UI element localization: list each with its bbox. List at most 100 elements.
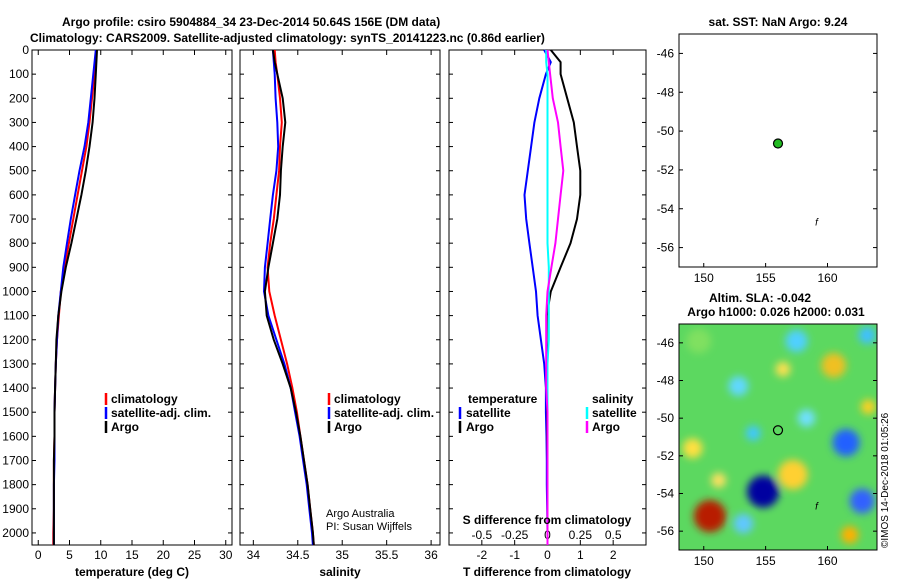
imos-watermark: ©IMOS 14-Dec-2018 01:05:26 (880, 412, 891, 548)
sla-anomaly-blob (821, 353, 847, 378)
sla-anomaly-blobs (682, 326, 876, 544)
sla-anomaly-blob (711, 472, 727, 488)
lat-tick-label: -52 (657, 163, 675, 177)
salinity-xlabel: salinity (319, 565, 361, 579)
sla-anomaly-blob (860, 399, 876, 415)
sla-anomaly-blob (728, 376, 749, 397)
salinity-axes-frame (239, 49, 441, 546)
s-difference-tick-label: 0.5 (605, 528, 622, 542)
salinity-lines (263, 49, 315, 546)
sla-anomaly-blob (747, 475, 780, 508)
s-difference-tick-label: -0.5 (471, 528, 492, 542)
lat-tick-label: -54 (657, 202, 675, 216)
series-line-temperature-argo (545, 49, 582, 545)
figure-title-line1: Argo profile: csiro 5904884_34 23-Dec-20… (62, 15, 440, 29)
sla-anomaly-blob (858, 326, 876, 344)
x-tick-label: 35 (336, 548, 350, 562)
x-tick-label: 34.5 (286, 548, 310, 562)
temperature-panel: 0100200300400500600700800900100011001200… (2, 43, 232, 579)
sla-map-panel: Altim. SLA: -0.042 Argo h1000: 0.026 h20… (657, 291, 878, 568)
sst-latitude-tick-labels: -46 -48 -50 -52 -54 -56 (657, 46, 877, 255)
depth-tick-label: 1500 (2, 405, 29, 419)
sla-anomaly-blob (841, 526, 859, 544)
depth-tick-labels: 0 100 200 300 400 500 600 700 800 900 1000 1100 1200… (2, 43, 232, 540)
sst-map-marks: f (772, 138, 819, 228)
depth-tick-label: 500 (9, 164, 29, 178)
sla-anomaly-blob (682, 438, 703, 459)
temperature-xlabel: temperature (deg C) (75, 565, 189, 579)
depth-tick-label: 700 (9, 212, 29, 226)
lat-tick-label: -50 (657, 411, 675, 425)
salinity-tick-labels: 34 34.5 35 35.5 36 (247, 50, 438, 562)
legend-s-argo-label: Argo (592, 420, 620, 434)
lat-tick-label: -50 (657, 124, 675, 138)
depth-tick-label: 2000 (2, 526, 29, 540)
sla-anomaly-blob (733, 513, 754, 534)
x-tick-label: 0 (544, 548, 551, 562)
legend-argo-label: Argo (334, 420, 362, 434)
lon-tick-label: 150 (694, 554, 714, 568)
sla-anomaly-blob (775, 361, 791, 377)
x-tick-label: 10 (94, 548, 108, 562)
temperature-lines (52, 49, 98, 545)
lon-tick-label: 160 (817, 554, 837, 568)
series-line-argo (263, 49, 315, 546)
sst-map-title: sat. SST: NaN Argo: 9.24 (709, 15, 848, 29)
lat-tick-label: -54 (657, 487, 675, 501)
sla-map-title-line1: Altim. SLA: -0.042 (709, 291, 811, 305)
legend-temperature-heading: temperature (468, 392, 538, 406)
lat-tick-label: -48 (657, 85, 675, 99)
x-tick-label: 25 (188, 548, 202, 562)
legend-climatology-label: climatology (334, 392, 401, 406)
depth-tick-label: 1000 (2, 284, 29, 298)
lat-tick-label: -52 (657, 449, 675, 463)
legend-argo-label: Argo (111, 420, 139, 434)
difference-legend: temperature satellite Argo salinity sate… (458, 392, 637, 434)
sla-anomaly-blob (745, 425, 761, 441)
sla-anomaly-blob (832, 429, 860, 457)
x-tick-label: -2 (476, 548, 487, 562)
difference-panel: -2 -1 0 1 2 -0.5 -0.25 0 0.25 0.5 T difference f… (448, 49, 647, 579)
temperature-tick-labels: 0 5 10 15 20 25 30 (35, 50, 233, 562)
sla-anomaly-blob (686, 328, 712, 354)
s-difference-tick-label: 0.25 (569, 528, 593, 542)
lon-tick-label: 155 (756, 271, 776, 285)
sla-longitude-tick-labels: 150 155 160 (694, 546, 838, 568)
sla-latitude-tick-labels: -46 -48 -50 -52 -54 -56 (657, 336, 877, 538)
x-tick-label: 30 (219, 548, 233, 562)
x-tick-label: 0 (35, 548, 42, 562)
legend-s-satellite-label: satellite (592, 406, 637, 420)
t-difference-tick-labels: -2 -1 0 1 2 (476, 50, 617, 562)
x-tick-label: 20 (157, 548, 171, 562)
argo-float-marker-label: f (815, 217, 819, 228)
depth-tick-label: 400 (9, 140, 29, 154)
depth-tick-label: 1200 (2, 333, 29, 347)
sla-anomaly-blob (849, 488, 875, 514)
x-tick-label: 36 (424, 548, 438, 562)
depth-tick-label: 600 (9, 188, 29, 202)
salinity-legend: climatology satellite-adj. clim. Argo (327, 392, 434, 434)
x-tick-label: 35.5 (375, 548, 399, 562)
argo-float-marker-label: f (815, 502, 819, 513)
legend-t-satellite-label: satellite (466, 406, 511, 420)
s-difference-tick-label: -0.25 (501, 528, 529, 542)
depth-tick-label: 0 (22, 43, 29, 57)
s-difference-xlabel: S difference from climatology (463, 513, 632, 527)
legend-satellite-label: satellite-adj. clim. (334, 406, 434, 420)
depth-tick-label: 1100 (3, 309, 29, 323)
depth-tick-label: 300 (9, 115, 29, 129)
x-tick-label: 15 (125, 548, 139, 562)
depth-tick-label: 1900 (2, 502, 29, 516)
sst-map-panel: sat. SST: NaN Argo: 9.24 150 155 160 -46-4… (657, 15, 878, 285)
depth-tick-label: 1700 (2, 453, 29, 467)
sst-longitude-tick-labels: 150 155 160 (694, 263, 838, 285)
legend-t-argo-label: Argo (466, 420, 494, 434)
sla-anomaly-blob (797, 409, 816, 427)
argo-position-marker (772, 425, 784, 436)
credit-line2: PI: Susan Wijffels (326, 521, 412, 533)
depth-tick-label: 1600 (2, 429, 29, 443)
sla-map-frame (678, 323, 878, 551)
depth-tick-label: 800 (9, 236, 29, 250)
sla-map-title-line2: Argo h1000: 0.026 h2000: 0.031 (687, 305, 865, 319)
